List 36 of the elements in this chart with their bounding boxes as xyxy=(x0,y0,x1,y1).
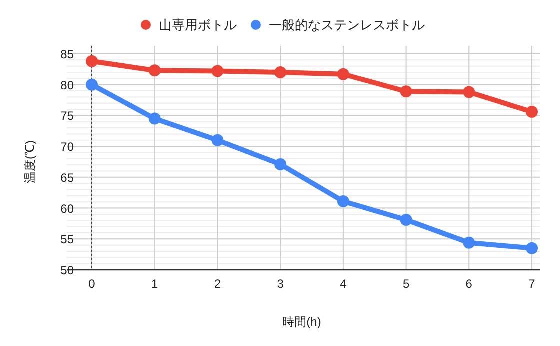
y-tick-label: 80 xyxy=(60,78,74,92)
point xyxy=(274,158,287,170)
x-tick-label: 6 xyxy=(466,277,473,291)
point xyxy=(212,65,224,78)
y-axis-title: 温度(℃) xyxy=(23,140,37,184)
x-tick-label: 4 xyxy=(340,277,348,291)
y-tick-label: 85 xyxy=(60,48,74,62)
legend-label: 一般的なステンレスボトル xyxy=(269,18,425,32)
point xyxy=(148,64,161,77)
point xyxy=(86,55,98,68)
point xyxy=(212,134,224,146)
point xyxy=(274,66,287,79)
x-tick-label: 1 xyxy=(152,277,159,291)
y-tick-label: 50 xyxy=(60,264,74,278)
y-tick-label: 70 xyxy=(60,140,74,154)
y-tick-label: 60 xyxy=(60,202,74,216)
legend-label: 山専用ボトル xyxy=(159,18,237,32)
y-tick-label: 65 xyxy=(60,170,74,185)
point xyxy=(148,112,161,125)
point xyxy=(400,214,412,226)
y-tick-label: 75 xyxy=(60,109,74,124)
y-tick-label: 55 xyxy=(60,232,74,247)
point xyxy=(526,242,538,254)
x-tick-label: 5 xyxy=(402,277,410,291)
point xyxy=(400,86,412,98)
x-tick-label: 3 xyxy=(277,277,284,291)
x-tick-label: 2 xyxy=(214,277,222,291)
point xyxy=(463,86,476,98)
point xyxy=(463,236,476,249)
point xyxy=(526,106,538,118)
point xyxy=(86,78,98,91)
point xyxy=(337,68,350,80)
point xyxy=(337,195,350,208)
x-axis-title: 時間(h) xyxy=(282,315,322,329)
x-tick-label: 7 xyxy=(528,277,536,291)
x-tick-label: 0 xyxy=(88,277,96,291)
